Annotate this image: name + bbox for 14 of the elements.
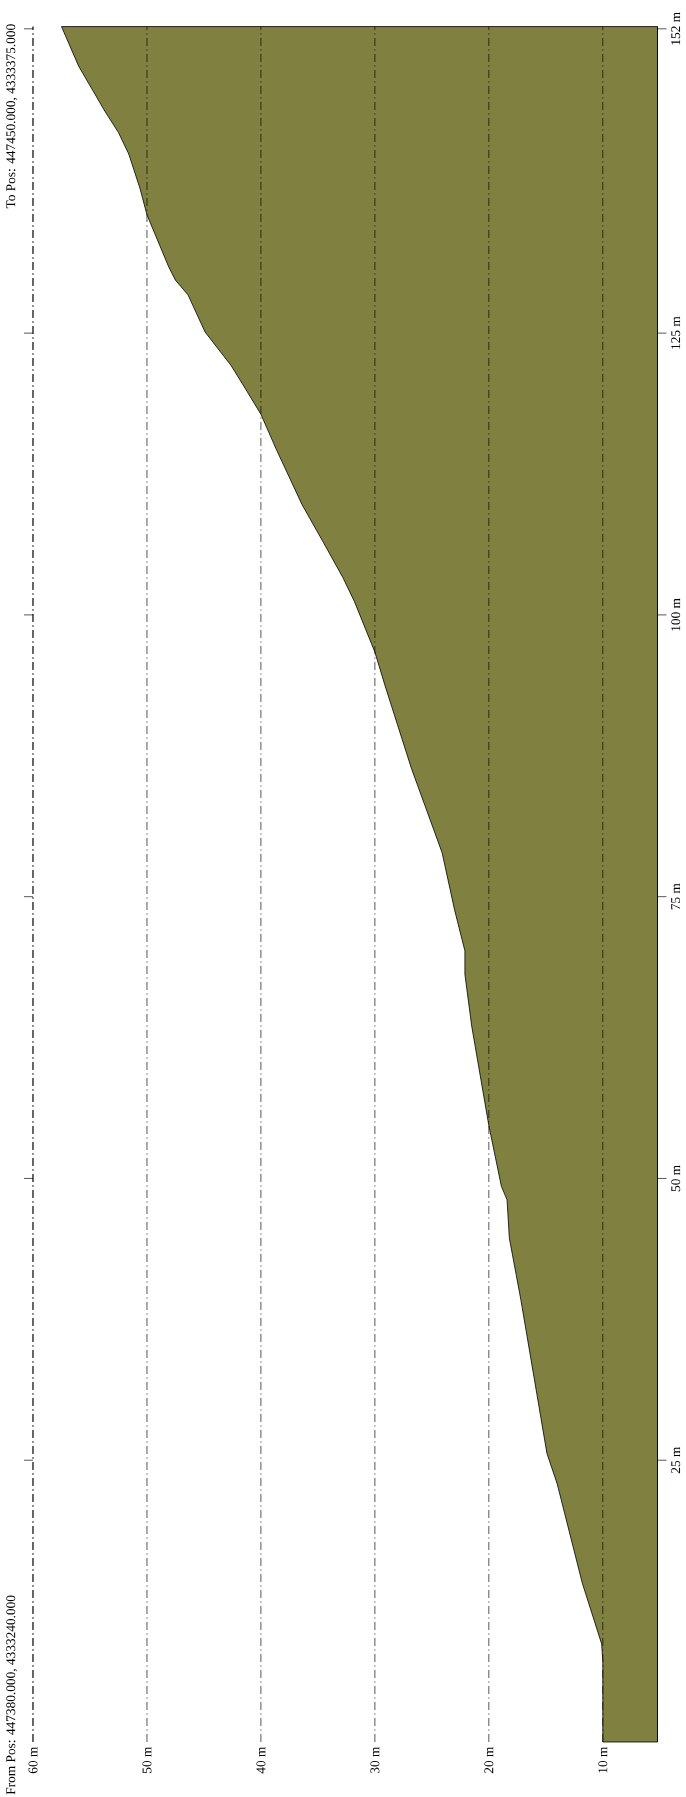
y-tick-label: 125 m [671, 316, 681, 349]
x-tick-label: 40 m [256, 1746, 266, 1774]
y-tick-label: 75 m [671, 883, 681, 910]
x-tick-label: 10 m [598, 1746, 608, 1773]
x-tick-label: 60 m [28, 1746, 38, 1774]
text: From Pos: 447380.000, 4333240.000 [6, 1595, 18, 1795]
y-tick-label: 50 m [671, 1165, 681, 1192]
x-tick-label: 30 m [370, 1746, 380, 1774]
x-tick-label: 20 m [484, 1746, 494, 1774]
x-tick-label: 50 m [142, 1746, 152, 1773]
y-tick-label: 100 m [671, 598, 681, 631]
y-tick-label: 25 m [671, 1446, 681, 1474]
y-tick-label: 152 m [671, 12, 681, 45]
text: To Pos: 447450.000, 4333375.000 [6, 24, 18, 209]
